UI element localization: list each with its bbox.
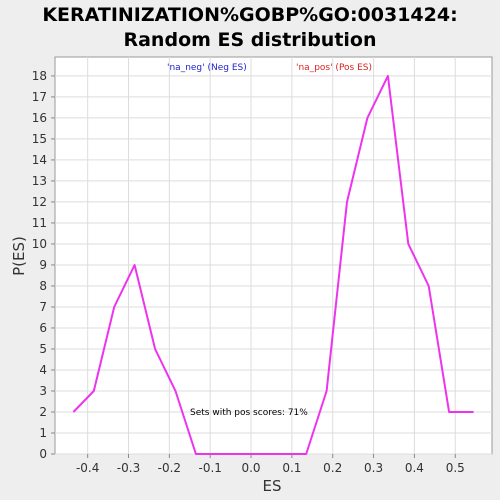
y-tick-label: 6 [39, 321, 47, 335]
series-group [72, 74, 474, 455]
y-tick-label: 2 [39, 405, 47, 419]
x-tick-label: 0.0 [241, 461, 260, 475]
y-tick-label: 8 [39, 279, 47, 293]
x-tick-label: 0.4 [405, 461, 424, 475]
x-tick-label: -0.4 [76, 461, 99, 475]
y-tick-label: 9 [39, 258, 47, 272]
y-tick-label: 5 [39, 342, 47, 356]
grid [55, 57, 492, 455]
plot-area [54, 56, 493, 455]
x-tick-label: 0.5 [446, 461, 465, 475]
y-tick-label: 16 [32, 111, 47, 125]
y-tick-label: 3 [39, 384, 47, 398]
legend-entry-pos: 'na_pos' (Pos ES) [296, 63, 372, 73]
y-tick-label: 15 [32, 132, 47, 146]
legend-entry-neg: 'na_neg' (Neg ES) [167, 63, 247, 73]
x-tick-label: -0.1 [198, 461, 221, 475]
x-axis: -0.4 -0.3 -0.2 -0.1 0.0 0.1 0.2 0.3 0.4 0.5 [76, 454, 465, 475]
y-tick-label: 14 [32, 153, 47, 167]
x-tick-label: -0.2 [158, 461, 181, 475]
y-tick-label: 12 [32, 195, 47, 209]
y-tick-label: 7 [39, 300, 47, 314]
y-axis-label: P(ES) [10, 236, 28, 276]
x-tick-label: 0.1 [282, 461, 301, 475]
y-tick-label: 4 [39, 363, 47, 377]
y-tick-label: 10 [32, 237, 47, 251]
chart-title-line-2: Random ES distribution [123, 29, 376, 51]
chart-title-line-1: KERATINIZATION%GOBP%GO:0031424: [42, 4, 457, 26]
y-tick-label: 13 [32, 174, 47, 188]
x-axis-label: ES [263, 477, 282, 495]
y-tick-label: 18 [32, 69, 47, 83]
x-tick-label: -0.3 [117, 461, 140, 475]
x-tick-label: 0.3 [364, 461, 383, 475]
y-tick-label: 1 [39, 426, 47, 440]
pos-scores-annotation: Sets with pos scores: 71% [190, 408, 308, 418]
y-tick-label: 17 [32, 90, 47, 104]
x-tick-label: 0.2 [323, 461, 342, 475]
series-line [72, 74, 474, 455]
y-tick-label: 11 [32, 216, 47, 230]
y-tick-label: 0 [39, 447, 47, 461]
